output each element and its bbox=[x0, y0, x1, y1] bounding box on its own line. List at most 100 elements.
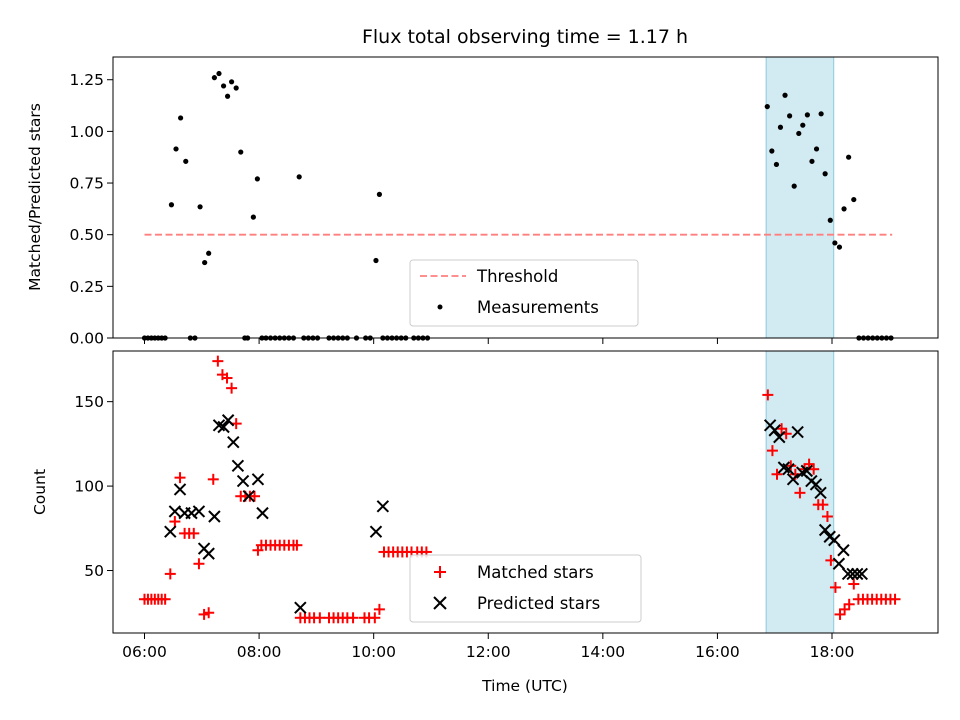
x-tick-label: 14:00 bbox=[581, 643, 626, 661]
x-tick-label: 06:00 bbox=[122, 643, 167, 661]
predicted-point bbox=[164, 525, 177, 538]
x-ticks bbox=[144, 338, 833, 344]
y-tick-label: 50 bbox=[84, 562, 104, 580]
matched-point bbox=[821, 510, 833, 522]
measurement-point bbox=[224, 93, 231, 99]
x-tick-label: 18:00 bbox=[810, 643, 855, 661]
predicted-point bbox=[855, 567, 869, 581]
measurement-point bbox=[376, 191, 383, 198]
matched-point bbox=[249, 490, 261, 502]
y-tick-label: 0.25 bbox=[69, 278, 104, 296]
y-tick-label: 0.75 bbox=[69, 175, 104, 193]
measurement-point bbox=[791, 183, 797, 189]
matched-point bbox=[794, 487, 806, 499]
measurement-point bbox=[202, 259, 208, 266]
predicted-point bbox=[809, 478, 823, 491]
predicted-point bbox=[202, 547, 215, 560]
matched-point bbox=[762, 389, 774, 401]
x-tick-label: 08:00 bbox=[237, 643, 282, 661]
predicted-point bbox=[791, 425, 804, 439]
measurement-point bbox=[809, 158, 815, 164]
measurement-point bbox=[178, 115, 184, 121]
ratio-panel: 0.00 0.25 0.50 0.75 1.00 1.25 Flux total obse… bbox=[26, 26, 939, 348]
measurement-point bbox=[233, 85, 239, 91]
predicted-point bbox=[217, 420, 230, 434]
matched-point bbox=[203, 607, 215, 619]
measurement-point bbox=[254, 176, 260, 182]
matched-point bbox=[889, 593, 901, 605]
predicted-point bbox=[376, 500, 390, 513]
measurement-point bbox=[827, 217, 833, 223]
matched-point bbox=[226, 382, 238, 394]
predicted-point bbox=[227, 435, 240, 449]
y-tick-label: 150 bbox=[74, 393, 104, 411]
legend-label: Matched stars bbox=[477, 563, 594, 582]
predicted-series bbox=[164, 414, 869, 614]
measurement-point bbox=[777, 124, 784, 130]
legend-matched-swatch bbox=[434, 566, 446, 578]
x-axis-label: Time (UTC) bbox=[481, 677, 568, 695]
predicted-point bbox=[782, 462, 795, 476]
x-tick-label: 10:00 bbox=[351, 643, 396, 661]
matched-point bbox=[193, 558, 205, 570]
predicted-point bbox=[256, 506, 269, 520]
predicted-point bbox=[369, 525, 383, 538]
measurement-point bbox=[238, 149, 244, 155]
predicted-point bbox=[800, 464, 814, 478]
measurement-point bbox=[800, 122, 806, 128]
matched-point bbox=[207, 473, 219, 485]
predicted-point bbox=[221, 414, 235, 427]
matched-point bbox=[188, 527, 200, 539]
measurement-point bbox=[841, 206, 847, 212]
y-ticks: 50 100 150 bbox=[74, 393, 113, 580]
legend-label: Threshold bbox=[476, 267, 558, 286]
measurement-point bbox=[764, 103, 770, 110]
predicted-point bbox=[192, 505, 206, 518]
matched-point bbox=[829, 581, 841, 593]
predicted-point bbox=[773, 430, 786, 444]
matched-point bbox=[169, 516, 181, 528]
predicted-point bbox=[832, 557, 846, 570]
predicted-point bbox=[814, 486, 827, 500]
axes-frame bbox=[112, 350, 939, 634]
measurement-point bbox=[796, 130, 802, 137]
x-ticks: 06:00 08:00 10:00 12:00 14:00 16:00 18:00 bbox=[122, 633, 854, 661]
predicted-point bbox=[294, 601, 307, 614]
measurement-point bbox=[769, 148, 775, 154]
predicted-point bbox=[185, 506, 198, 520]
legend: Matched stars Predicted stars bbox=[409, 554, 642, 623]
predicted-point bbox=[786, 473, 800, 486]
matched-point bbox=[164, 568, 176, 580]
predicted-point bbox=[837, 544, 850, 557]
predicted-point bbox=[841, 567, 855, 581]
measurement-point bbox=[846, 154, 852, 160]
predicted-point bbox=[851, 567, 864, 581]
legend-predicted-swatch bbox=[433, 596, 447, 610]
measurement-point bbox=[183, 158, 189, 164]
measurement-point bbox=[228, 79, 235, 85]
legend-measurements-swatch bbox=[437, 304, 443, 310]
predicted-point bbox=[251, 473, 265, 486]
highlight-span bbox=[765, 56, 835, 339]
count-panel: 50 100 150 06:00 08:00 10:00 12:00 14:00 16:00 1… bbox=[31, 350, 939, 695]
matched-point bbox=[843, 598, 855, 610]
matched-point bbox=[848, 578, 860, 590]
matched-point bbox=[221, 372, 233, 384]
measurement-point bbox=[206, 250, 212, 256]
y-ticks: 0.00 0.25 0.50 0.75 1.00 1.25 bbox=[69, 71, 113, 348]
matched-point bbox=[771, 468, 783, 480]
predicted-point bbox=[236, 474, 250, 488]
predicted-point bbox=[242, 490, 255, 503]
y-tick-label: 1.25 bbox=[69, 71, 104, 89]
y-tick-label: 1.00 bbox=[69, 123, 104, 141]
legend-label: Measurements bbox=[477, 298, 599, 317]
predicted-point bbox=[818, 523, 832, 537]
measurement-point bbox=[787, 113, 793, 119]
matched-point bbox=[212, 355, 224, 367]
predicted-point bbox=[768, 424, 781, 437]
measurement-point bbox=[220, 83, 227, 89]
matched-point bbox=[291, 539, 303, 551]
chart-title: Flux total observing time = 1.17 h bbox=[362, 26, 688, 48]
y-tick-label: 0.00 bbox=[69, 330, 104, 348]
x-tick-label: 16:00 bbox=[695, 643, 740, 661]
